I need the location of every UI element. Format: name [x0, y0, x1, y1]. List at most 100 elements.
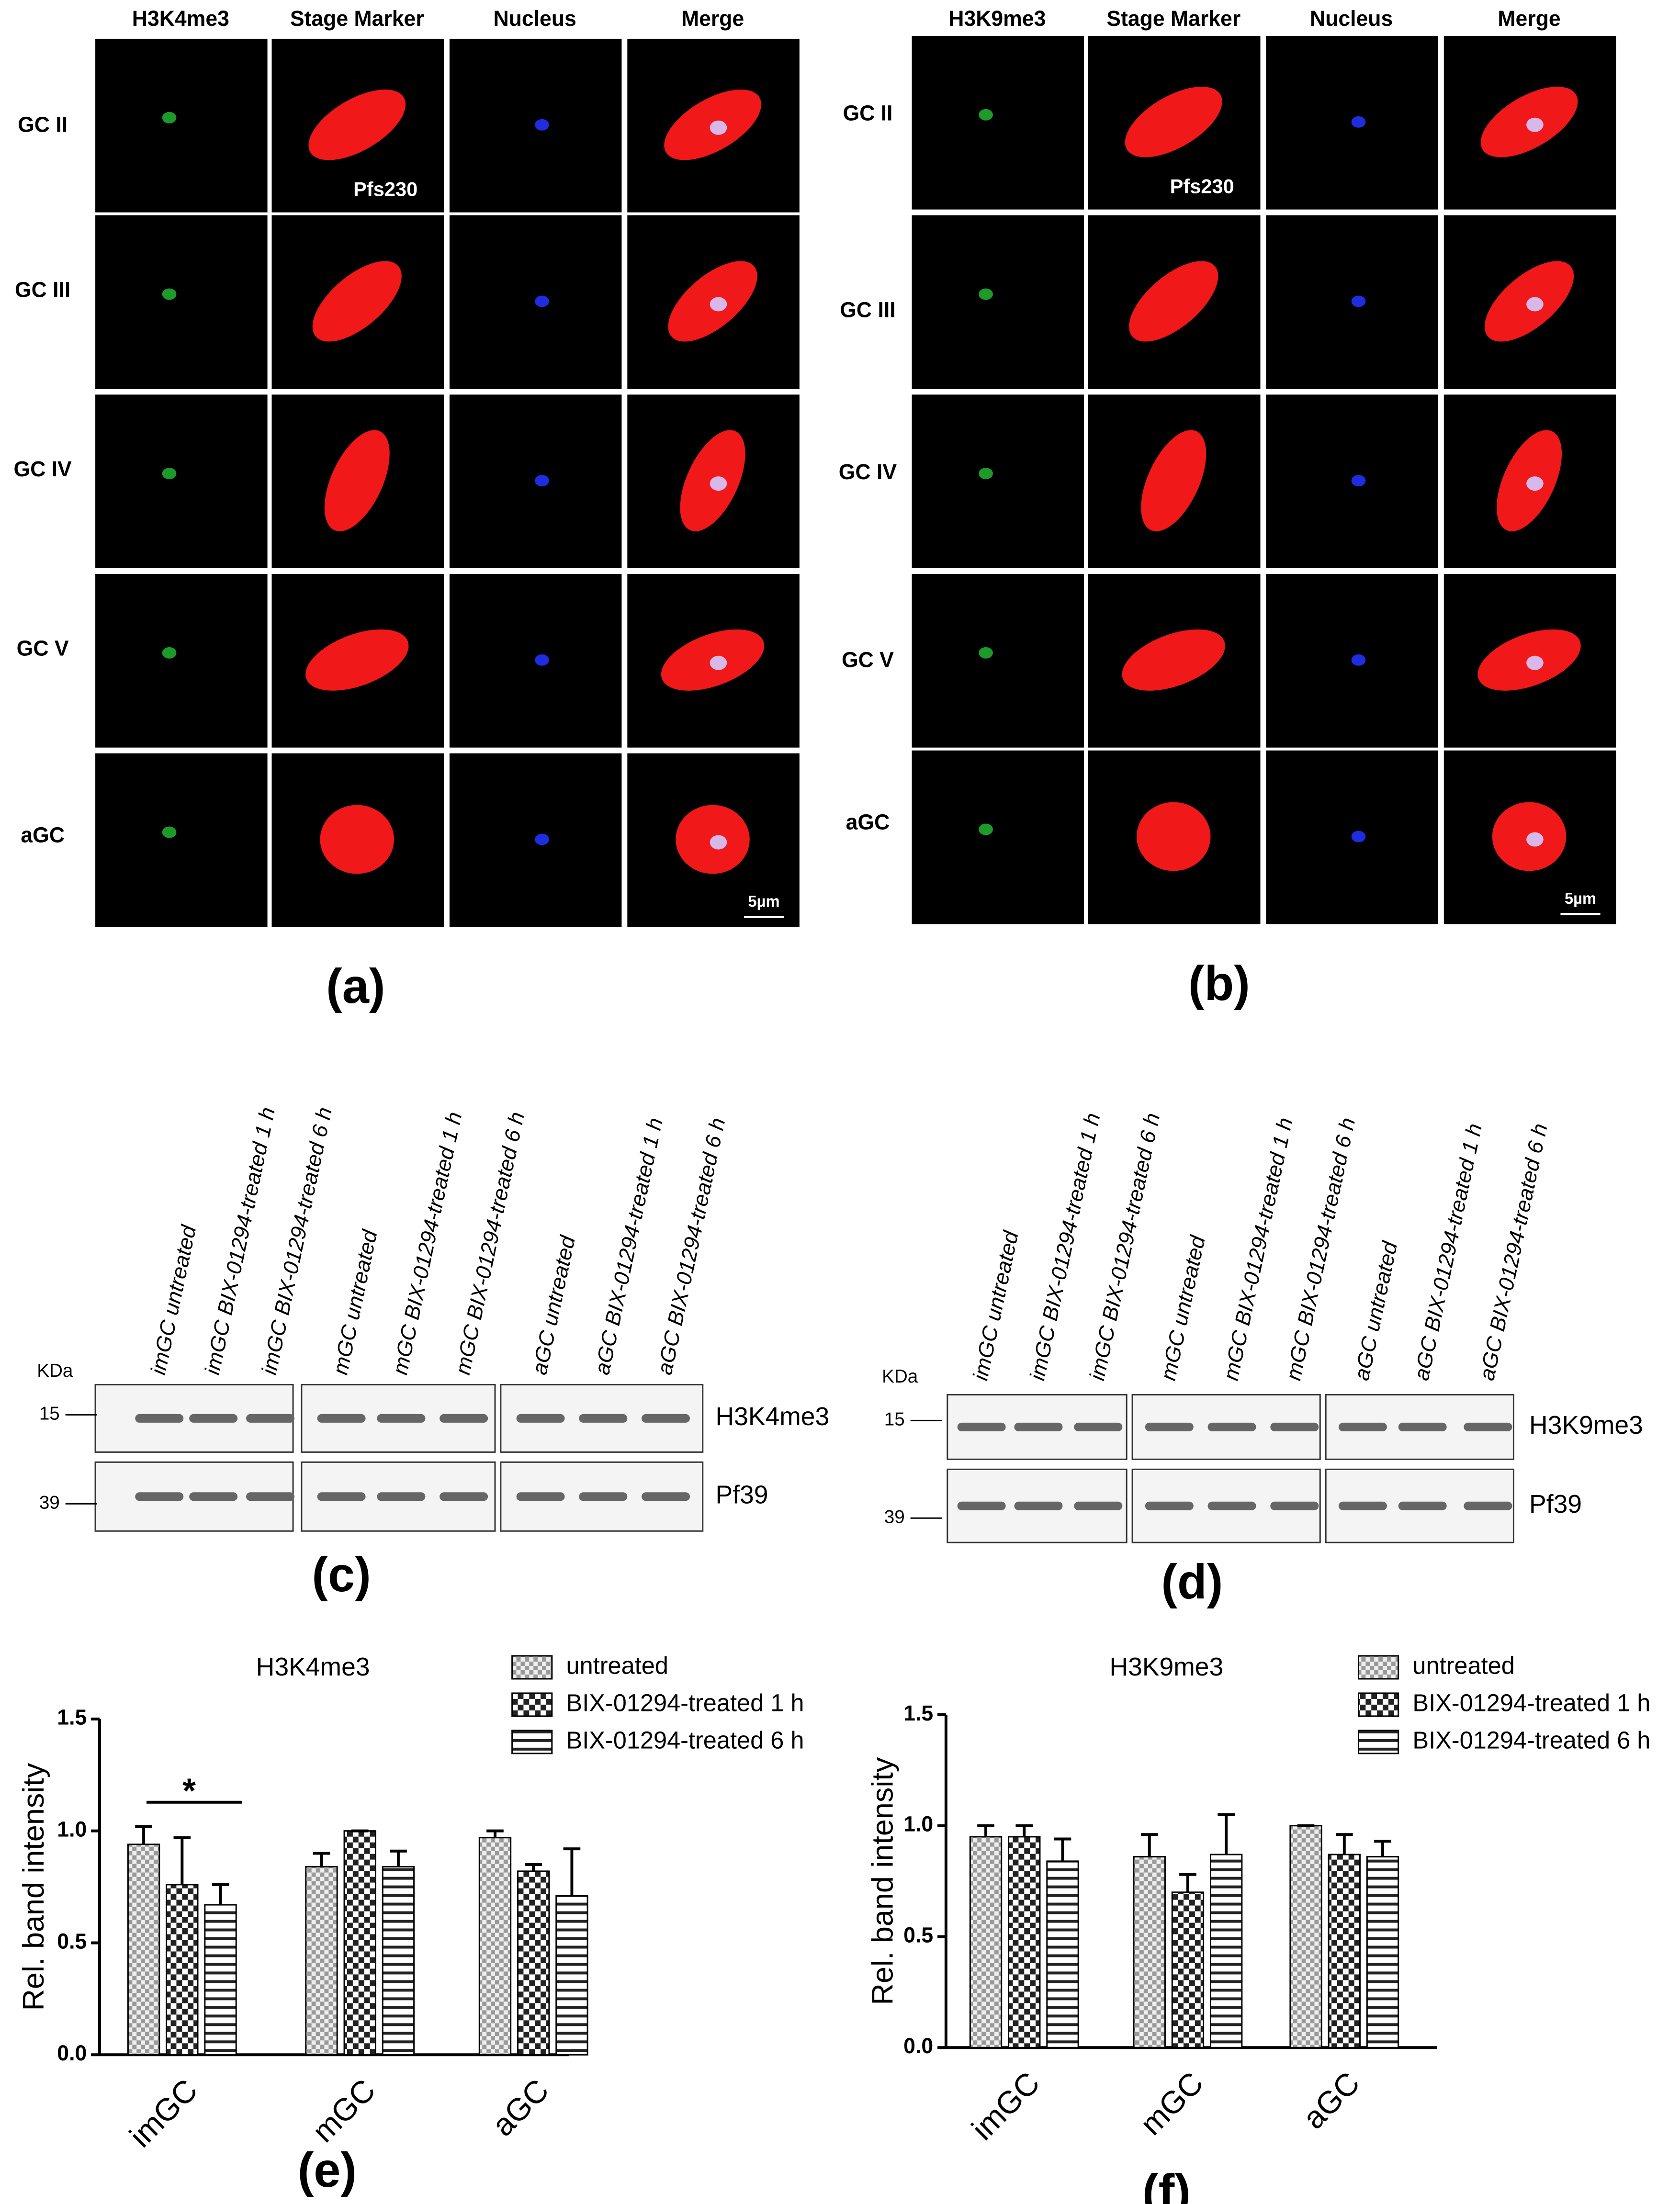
column-header: Nucleus [494, 7, 576, 31]
blue-signal [1351, 831, 1366, 843]
merge-signal [1526, 832, 1544, 847]
y-tick-label: 0.5 [57, 1929, 87, 1953]
lane-label: aGC BIX-01294-treated 1 h [590, 1115, 667, 1377]
panel-label: (e) [298, 2143, 357, 2197]
lane-label: mGC untreated [328, 1227, 382, 1377]
band [1145, 1501, 1194, 1510]
bar [1289, 1825, 1322, 2048]
band [1207, 1501, 1256, 1510]
y-tick-label: 1.5 [57, 1706, 87, 1730]
merge-signal [1526, 117, 1544, 132]
micrograph [95, 573, 268, 748]
red-signal [312, 261, 402, 342]
marker-label: 15 [39, 1404, 60, 1424]
row-label: GC II [18, 112, 68, 136]
protein-label: Pf39 [716, 1480, 768, 1509]
band [246, 1414, 295, 1423]
band [440, 1492, 488, 1501]
band [135, 1492, 184, 1501]
legend-swatch [511, 1730, 553, 1754]
bar [1046, 1860, 1079, 2048]
green-signal [979, 288, 993, 300]
band [377, 1492, 426, 1501]
band [1270, 1422, 1319, 1431]
error-bar [212, 1883, 229, 1905]
band [516, 1492, 565, 1501]
protein-label: Pf39 [1529, 1490, 1582, 1518]
error-bar [390, 1849, 407, 1867]
micrograph [912, 573, 1084, 748]
y-axis-label: Rel. band intensity [866, 1757, 900, 2005]
micrograph [95, 215, 268, 389]
panel-label: (d) [1161, 1554, 1223, 1609]
blue-signal [535, 833, 549, 845]
bar [1133, 1856, 1166, 2048]
error-bar [1015, 1824, 1033, 1837]
merge-signal [710, 835, 727, 850]
column-header: Merge [1498, 7, 1560, 31]
y-tick-label: 1.0 [903, 1812, 933, 1836]
significance-label: * [182, 1772, 196, 1810]
micrograph [912, 215, 1084, 389]
blue-signal [1351, 295, 1366, 307]
red-signal [1122, 629, 1225, 691]
red-signal [1129, 261, 1218, 342]
band [1014, 1501, 1063, 1510]
blue-signal [535, 654, 549, 666]
legend-label: BIX-01294-treated 6 h [566, 1726, 804, 1754]
row-label: GC II [843, 101, 892, 125]
scale-label: 5µm [748, 892, 780, 910]
x-tick-label: mGC [305, 2072, 382, 2149]
band [579, 1492, 628, 1501]
y-tick-label: 0.0 [57, 2041, 87, 2065]
red-signal [305, 629, 409, 691]
bar [1210, 1854, 1243, 2048]
band [135, 1414, 184, 1423]
lane-label: mGC BIX-01294-treated 1 h [388, 1110, 466, 1377]
bar [382, 1866, 415, 2056]
error-bar [1140, 1833, 1158, 1857]
band [1074, 1501, 1123, 1510]
band [1207, 1422, 1256, 1431]
red-signal [324, 430, 390, 531]
marker-label: 15 [884, 1409, 905, 1430]
error-bar [486, 1829, 504, 1838]
scale-label: 5µm [1565, 889, 1596, 907]
green-signal [162, 826, 177, 838]
band [317, 1414, 366, 1423]
micrograph [912, 394, 1084, 568]
x-tick-label: imGC [123, 2072, 204, 2154]
stage-label: Pfs230 [353, 178, 417, 201]
band [1014, 1422, 1063, 1431]
column-header: Stage Marker [1106, 7, 1240, 31]
x-tick-label: imGC [965, 2065, 1046, 2147]
blue-signal [535, 475, 549, 487]
column-header: H3K9me3 [948, 7, 1046, 31]
error-bar [313, 1852, 330, 1867]
row-label: GC III [840, 298, 895, 322]
micrograph [912, 35, 1084, 210]
unit-label: KDa [882, 1366, 918, 1387]
blue-signal [1351, 475, 1366, 487]
bar [204, 1904, 237, 2056]
error-bar [1374, 1840, 1391, 1857]
band [957, 1422, 1006, 1431]
bar [1366, 1856, 1399, 2048]
marker-label: 39 [39, 1492, 60, 1513]
legend-swatch [511, 1655, 553, 1680]
micrograph [95, 753, 268, 927]
lane-label: mGC BIX-01294-treated 1 h [1219, 1115, 1297, 1383]
lane-label: mGC BIX-01294-treated 6 h [1281, 1115, 1360, 1383]
bar [127, 1844, 160, 2056]
protein-label: H3K9me3 [1529, 1411, 1643, 1439]
stage-label: Pfs230 [1170, 175, 1234, 198]
green-signal [162, 288, 177, 300]
error-bar [1054, 1837, 1071, 1861]
error-bar [525, 1863, 542, 1871]
lane-label: mGC BIX-01294-treated 6 h [451, 1110, 529, 1377]
lane-label: aGC untreated [528, 1233, 580, 1377]
row-label: aGC [846, 810, 890, 834]
green-signal [979, 468, 993, 480]
legend-swatch [1358, 1730, 1399, 1754]
